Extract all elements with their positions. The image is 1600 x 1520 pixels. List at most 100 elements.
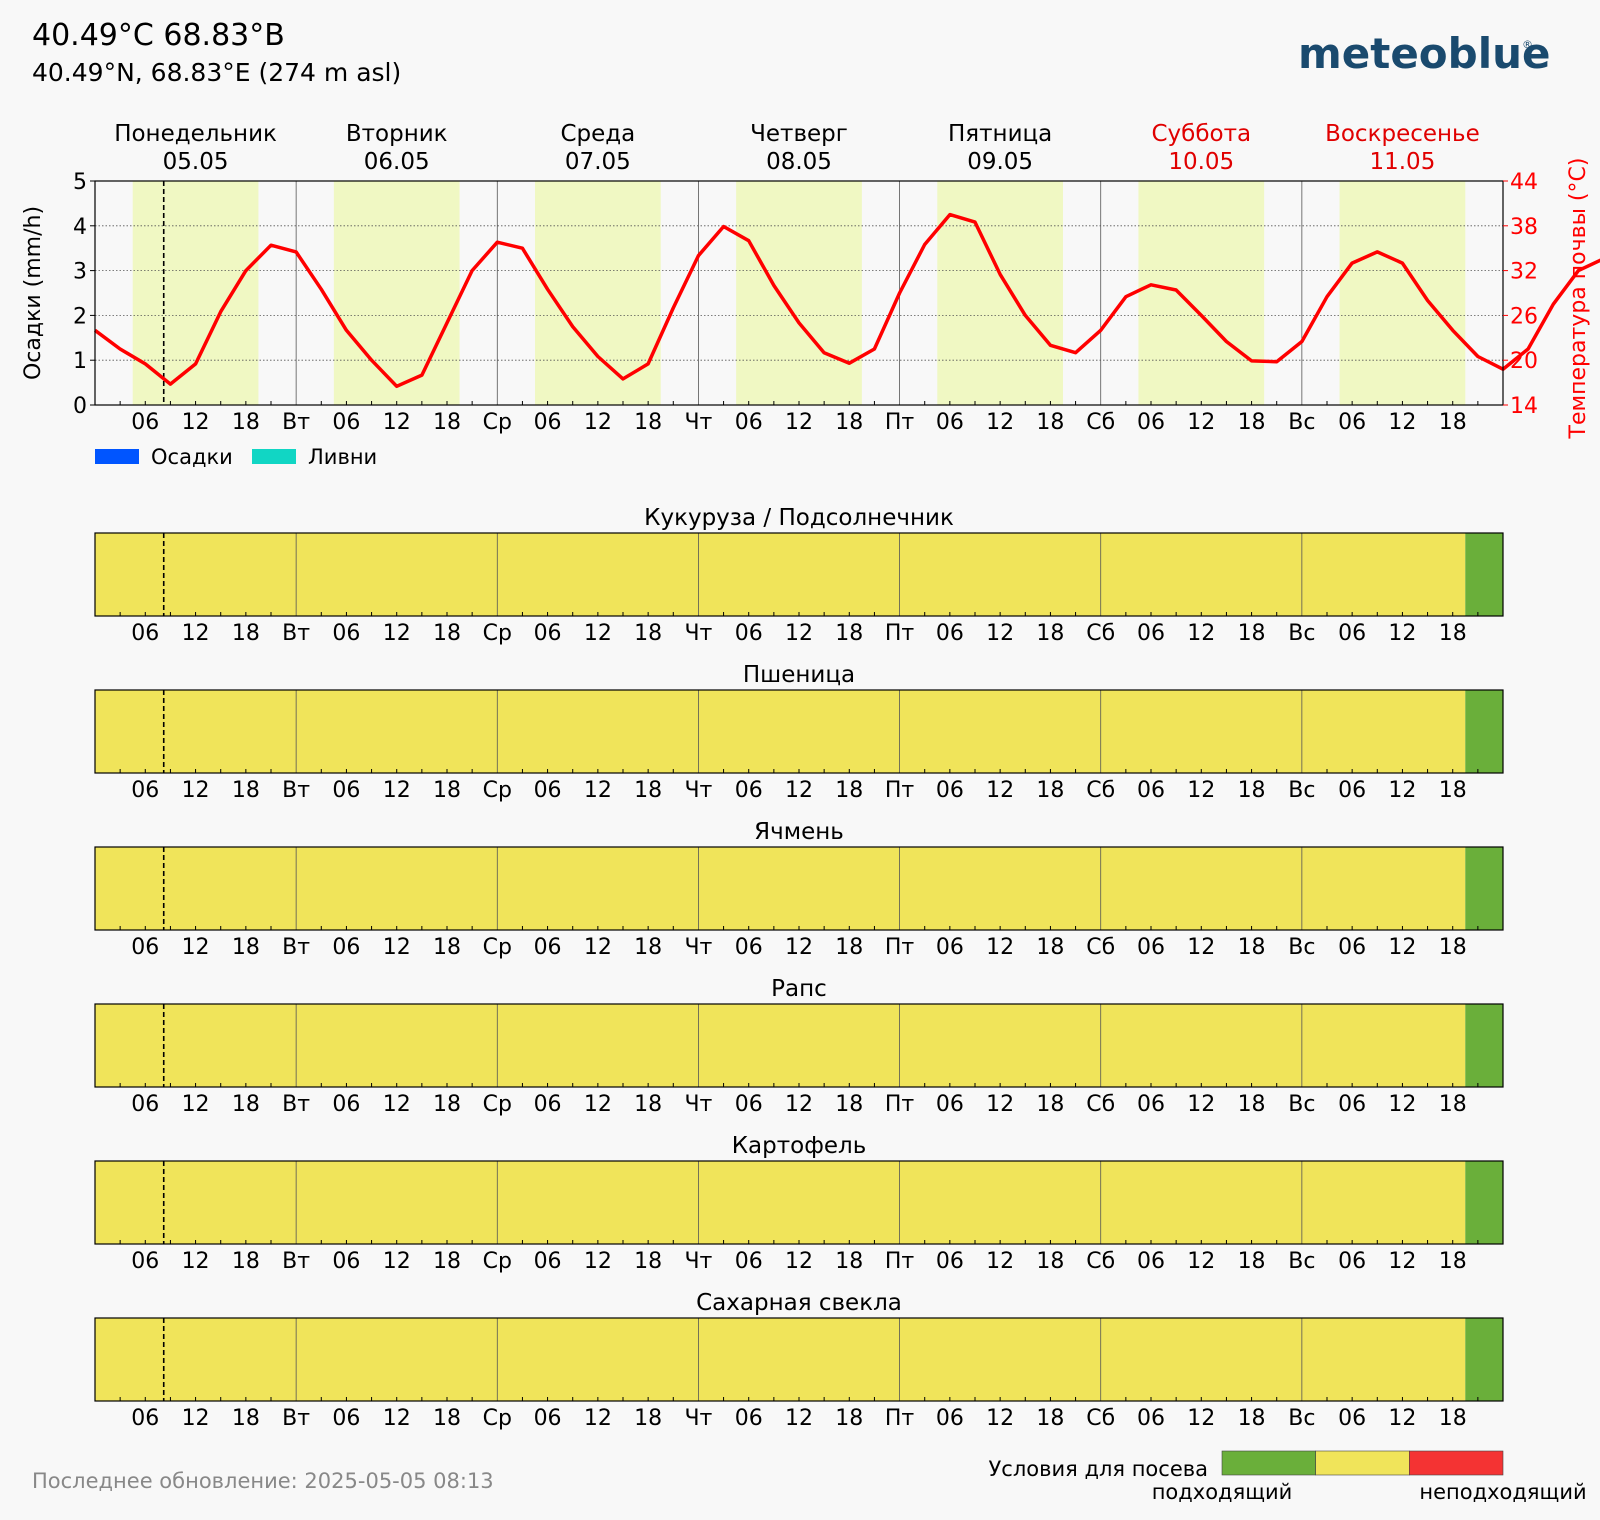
hour-tick-label: 06 <box>534 778 562 803</box>
hour-tick-label: 18 <box>634 410 662 435</box>
hour-tick-label: 12 <box>584 935 612 960</box>
hour-tick-label: 06 <box>534 1249 562 1274</box>
hour-tick-label: 06 <box>735 1092 763 1117</box>
hour-tick-label: 12 <box>1388 935 1416 960</box>
day-abbr-label: Вт <box>282 1406 310 1431</box>
hour-tick-label: 12 <box>584 1406 612 1431</box>
condition-legend-low: подходящий <box>1152 1480 1293 1504</box>
hour-tick-label: 12 <box>1388 1249 1416 1274</box>
condition-legend-swatch <box>1409 1450 1504 1476</box>
hour-tick-label: 12 <box>584 778 612 803</box>
hour-tick-label: 12 <box>785 778 813 803</box>
hour-tick-label: 18 <box>1238 621 1266 646</box>
hour-tick-label: 18 <box>433 621 461 646</box>
hour-tick-label: 06 <box>1137 1249 1165 1274</box>
y-right-tick-label: 26 <box>1510 304 1538 329</box>
day-abbr-label: Вс <box>1288 1406 1315 1431</box>
hour-tick-label: 12 <box>182 621 210 646</box>
y-tick-label: 4 <box>73 215 87 240</box>
y-axis-label: Осадки (mm/h) <box>21 206 46 380</box>
hour-tick-label: 18 <box>1439 778 1467 803</box>
hour-tick-label: 18 <box>1238 1249 1266 1274</box>
crop-condition-panels: Кукуруза / Подсолнечник 06 12 18 Вт 06 12 18 Ср 0… <box>94 505 1504 1431</box>
hour-tick-label: 12 <box>383 1092 411 1117</box>
hour-tick-label: 06 <box>735 1406 763 1431</box>
hour-tick-label: 12 <box>1388 778 1416 803</box>
hour-tick-label: 12 <box>986 778 1014 803</box>
day-abbr-label: Сб <box>1086 1092 1115 1117</box>
day-abbr-label: Чт <box>684 621 712 646</box>
hour-tick-label: 18 <box>433 778 461 803</box>
hour-tick-label: 06 <box>332 935 360 960</box>
hour-tick-label: 06 <box>534 410 562 435</box>
hour-tick-label: 18 <box>433 1092 461 1117</box>
hour-tick-label: 18 <box>835 1406 863 1431</box>
condition-segment <box>1465 690 1503 773</box>
legend-swatch <box>95 449 139 464</box>
legend-label: Осадки <box>151 445 233 469</box>
hour-tick-label: 18 <box>835 935 863 960</box>
day-abbr-label: Сб <box>1086 935 1115 960</box>
hour-tick-label: 06 <box>735 935 763 960</box>
hour-tick-label: 06 <box>936 1249 964 1274</box>
hour-tick-label: 12 <box>1187 621 1215 646</box>
hour-tick-label: 06 <box>131 410 159 435</box>
hour-tick-label: 18 <box>1439 935 1467 960</box>
day-abbr-label: Вт <box>282 410 310 435</box>
day-date: 07.05 <box>565 149 631 175</box>
crop-panel: Кукуруза / Подсолнечник 06 12 18 Вт 06 12 18 Ср 0… <box>94 505 1504 646</box>
day-abbr-label: Пт <box>885 1249 915 1274</box>
day-date: 06.05 <box>364 149 430 175</box>
hour-tick-label: 18 <box>1036 935 1064 960</box>
hour-tick-label: 18 <box>1439 1406 1467 1431</box>
hour-tick-label: 12 <box>785 410 813 435</box>
day-abbr-label: Пт <box>885 1406 915 1431</box>
hour-tick-label: 18 <box>1238 410 1266 435</box>
hour-tick-label: 18 <box>232 1406 260 1431</box>
meteoblue-logo: meteoblue ® <box>1298 29 1551 78</box>
hour-tick-label: 06 <box>332 1092 360 1117</box>
day-abbr-label: Вт <box>282 935 310 960</box>
hour-tick-label: 06 <box>936 1092 964 1117</box>
hour-tick-label: 12 <box>1388 1406 1416 1431</box>
hour-tick-label: 18 <box>634 621 662 646</box>
hour-tick-label: 18 <box>835 621 863 646</box>
day-name: Суббота <box>1151 121 1251 147</box>
hour-tick-label: 18 <box>634 1249 662 1274</box>
day-abbr-label: Ср <box>483 935 512 960</box>
hour-tick-label: 06 <box>1137 1092 1165 1117</box>
hour-tick-label: 18 <box>232 1092 260 1117</box>
last-update: Последнее обновление: 2025-05-05 08:13 <box>32 1469 494 1493</box>
day-abbr-label: Вт <box>282 1249 310 1274</box>
hour-tick-label: 06 <box>534 621 562 646</box>
day-abbr-label: Чт <box>684 1406 712 1431</box>
y-tick-label: 3 <box>73 260 87 285</box>
hour-tick-label: 06 <box>936 935 964 960</box>
hour-tick-label: 12 <box>584 1249 612 1274</box>
hour-tick-label: 12 <box>986 1092 1014 1117</box>
day-abbr-label: Пт <box>885 410 915 435</box>
hour-tick-label: 18 <box>232 1249 260 1274</box>
legend-swatch <box>252 449 296 464</box>
hour-tick-label: 12 <box>986 621 1014 646</box>
hour-tick-label: 06 <box>1338 1406 1366 1431</box>
condition-segment <box>1465 1161 1503 1244</box>
hour-tick-label: 18 <box>1036 621 1064 646</box>
hour-tick-label: 18 <box>1439 621 1467 646</box>
hour-tick-label: 06 <box>735 621 763 646</box>
hour-tick-label: 18 <box>634 1406 662 1431</box>
hour-tick-label: 12 <box>1388 1092 1416 1117</box>
hour-tick-label: 06 <box>332 621 360 646</box>
hour-tick-label: 06 <box>1338 410 1366 435</box>
hour-tick-label: 18 <box>835 410 863 435</box>
y-right-tick-label: 14 <box>1510 394 1538 419</box>
hour-tick-label: 06 <box>534 935 562 960</box>
soil-temperature-line <box>93 212 1600 389</box>
hour-tick-label: 06 <box>1338 621 1366 646</box>
y-tick-label: 1 <box>73 349 87 374</box>
hour-tick-label: 18 <box>1439 1092 1467 1117</box>
hour-tick-label: 06 <box>735 410 763 435</box>
hour-tick-label: 06 <box>332 1406 360 1431</box>
